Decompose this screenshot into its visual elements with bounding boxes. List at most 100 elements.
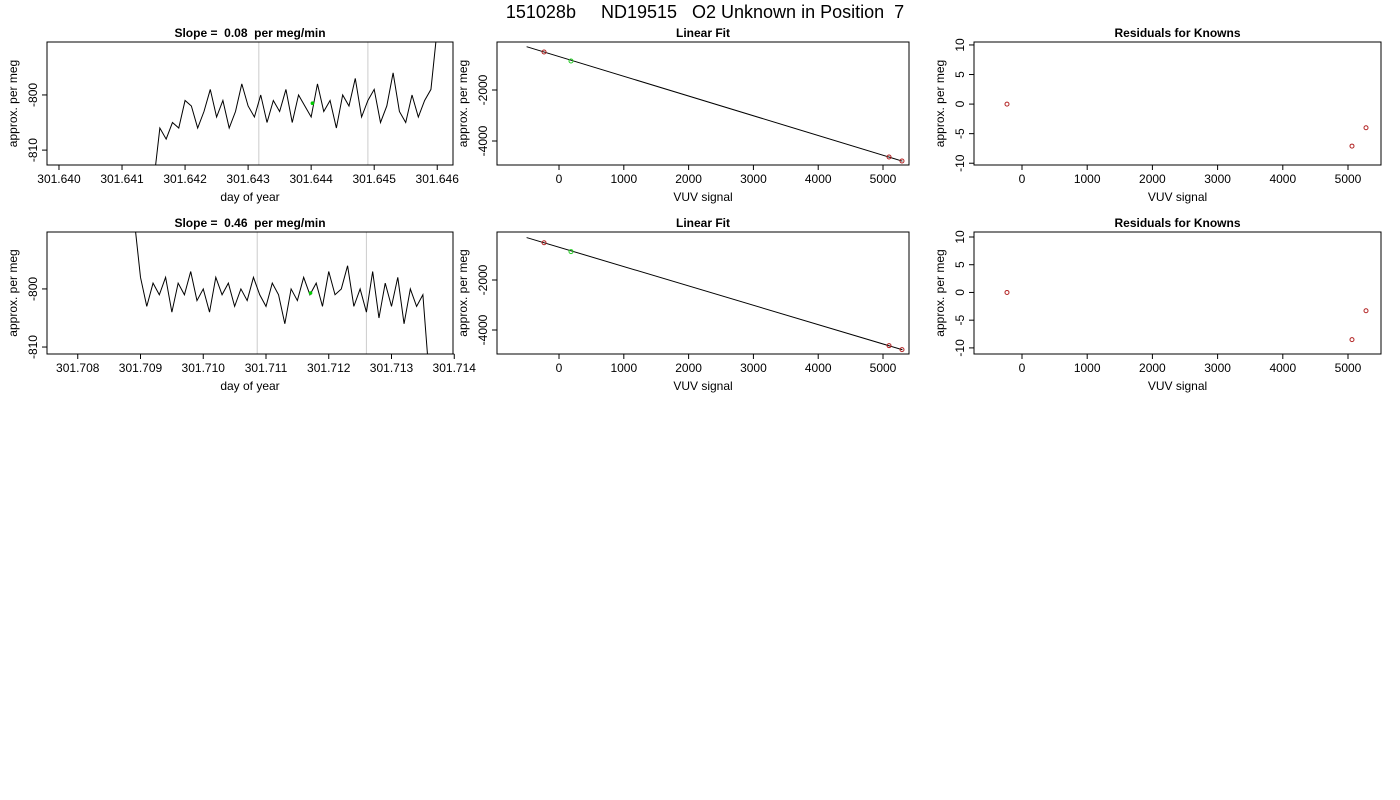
y-tick-label: -800 [26, 277, 40, 301]
panel-title: Slope = 0.46 per meg/min [174, 216, 325, 230]
plot-box [46, 231, 454, 355]
data-point [1004, 289, 1010, 295]
fit-line [526, 237, 903, 351]
plot-box [496, 41, 910, 166]
y-tick-label: 0 [953, 100, 967, 107]
panel-title: Slope = 0.08 per meg/min [174, 26, 325, 40]
y-tick-label: 5 [953, 71, 967, 78]
plot-box [973, 231, 1382, 355]
y-tick-label: -4000 [476, 125, 490, 156]
x-tick-label: 2000 [1139, 172, 1166, 186]
y-axis-label: approx. per meg [933, 249, 947, 336]
data-line [135, 232, 428, 354]
y-axis-label: approx. per meg [456, 249, 470, 336]
figure-title: 151028b ND19515 O2 Unknown in Position 7 [506, 2, 904, 22]
x-tick-label: 4000 [805, 361, 832, 375]
x-tick-label: 301.713 [370, 361, 414, 375]
x-tick-label: 3000 [740, 361, 767, 375]
x-tick-label: 2000 [1139, 361, 1166, 375]
panel-title: Linear Fit [676, 26, 730, 40]
data-point [1004, 101, 1010, 107]
x-tick-label: 0 [556, 172, 563, 186]
x-tick-label: 0 [1019, 361, 1026, 375]
data-line [155, 42, 437, 165]
y-axis-label: approx. per meg [456, 60, 470, 147]
x-tick-label: 301.646 [416, 172, 460, 186]
y-tick-label: -810 [26, 335, 40, 359]
x-axis-label: VUV signal [1148, 190, 1207, 204]
y-tick-label: -5 [953, 315, 967, 326]
panel [526, 237, 905, 353]
x-tick-label: 301.708 [56, 361, 100, 375]
data-point [886, 154, 892, 160]
panel [155, 42, 437, 165]
x-tick-label: 4000 [1269, 361, 1296, 375]
y-tick-label: 0 [953, 289, 967, 296]
y-tick-label: -10 [953, 154, 967, 172]
x-tick-label: 301.710 [182, 361, 226, 375]
panel [1004, 289, 1369, 343]
y-tick-label: -10 [953, 339, 967, 357]
x-axis-label: VUV signal [673, 190, 732, 204]
y-tick-label: -800 [26, 83, 40, 107]
x-tick-label: 3000 [740, 172, 767, 186]
x-tick-label: 5000 [1335, 361, 1362, 375]
x-tick-label: 4000 [805, 172, 832, 186]
data-point [1349, 337, 1355, 343]
data-point [568, 58, 574, 64]
y-tick-label: -810 [26, 138, 40, 162]
x-axis-label: VUV signal [673, 379, 732, 393]
x-tick-label: 1000 [610, 172, 637, 186]
x-tick-label: 1000 [1074, 361, 1101, 375]
panel [1004, 101, 1369, 149]
y-axis-label: approx. per meg [6, 60, 20, 147]
y-tick-label: 5 [953, 261, 967, 268]
x-tick-label: 0 [1019, 172, 1026, 186]
data-point [1349, 143, 1355, 149]
x-tick-label: 301.712 [307, 361, 351, 375]
x-axis-label: day of year [220, 190, 279, 204]
panel [526, 46, 905, 164]
x-tick-label: 5000 [1335, 172, 1362, 186]
x-tick-label: 301.645 [353, 172, 397, 186]
x-tick-label: 301.644 [289, 172, 333, 186]
data-point [541, 240, 547, 246]
panel-title: Linear Fit [676, 216, 730, 230]
plot-box [46, 41, 454, 166]
x-tick-label: 301.711 [245, 361, 288, 375]
y-tick-label: 10 [953, 38, 967, 52]
x-tick-label: 301.641 [100, 172, 144, 186]
data-point [1363, 308, 1369, 314]
x-tick-label: 301.709 [119, 361, 163, 375]
x-tick-label: 3000 [1204, 172, 1231, 186]
x-tick-label: 2000 [675, 172, 702, 186]
panel-title: Residuals for Knowns [1114, 26, 1240, 40]
x-tick-label: 3000 [1204, 361, 1231, 375]
x-tick-label: 5000 [870, 361, 897, 375]
x-tick-label: 301.714 [433, 361, 477, 375]
marker-point [308, 291, 313, 295]
x-tick-label: 4000 [1269, 172, 1296, 186]
plot-box [973, 41, 1382, 166]
data-point [541, 49, 547, 55]
y-tick-label: -2000 [476, 74, 490, 105]
y-axis-label: approx. per meg [933, 60, 947, 147]
x-axis-label: VUV signal [1148, 379, 1207, 393]
x-tick-label: 301.640 [37, 172, 81, 186]
panel [135, 232, 428, 354]
data-point [1363, 125, 1369, 131]
panel-title: Residuals for Knowns [1114, 216, 1240, 230]
fit-line [526, 46, 903, 162]
x-tick-label: 1000 [1074, 172, 1101, 186]
x-tick-label: 2000 [675, 361, 702, 375]
x-axis-label: day of year [220, 379, 279, 393]
marker-point [310, 101, 315, 106]
data-point [899, 158, 905, 164]
data-point [899, 347, 905, 353]
x-tick-label: 301.643 [226, 172, 270, 186]
x-tick-label: 5000 [870, 172, 897, 186]
y-tick-label: 10 [953, 230, 967, 244]
y-tick-label: -4000 [476, 314, 490, 345]
data-point [886, 343, 892, 349]
